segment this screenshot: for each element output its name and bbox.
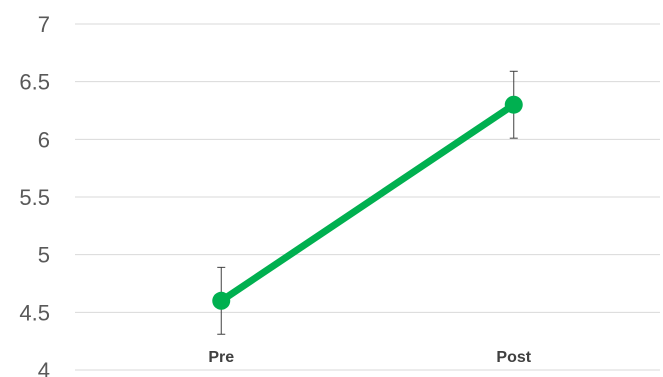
- series-line-0: [217, 101, 518, 305]
- y-tick-label-5: 6.5: [19, 70, 50, 95]
- y-axis-ticks: 4 4.5 5 5.5 6 6.5 7: [19, 12, 50, 377]
- data-point-0-0: [212, 291, 231, 310]
- y-tick-label-1: 4.5: [19, 300, 50, 325]
- y-tick-label-3: 5.5: [19, 185, 50, 210]
- series-layer: [212, 70, 523, 335]
- y-tick-label-0: 4: [38, 358, 50, 377]
- y-tick-label-6: 7: [38, 12, 50, 37]
- data-point-0-1: [504, 95, 523, 114]
- x-axis-ticks: Pre Post: [208, 349, 531, 366]
- y-tick-label-2: 5: [38, 243, 50, 268]
- gridlines: [75, 23, 660, 371]
- y-tick-label-4: 6: [38, 127, 50, 152]
- x-tick-label-0: Pre: [208, 349, 234, 366]
- x-tick-label-1: Post: [496, 349, 531, 366]
